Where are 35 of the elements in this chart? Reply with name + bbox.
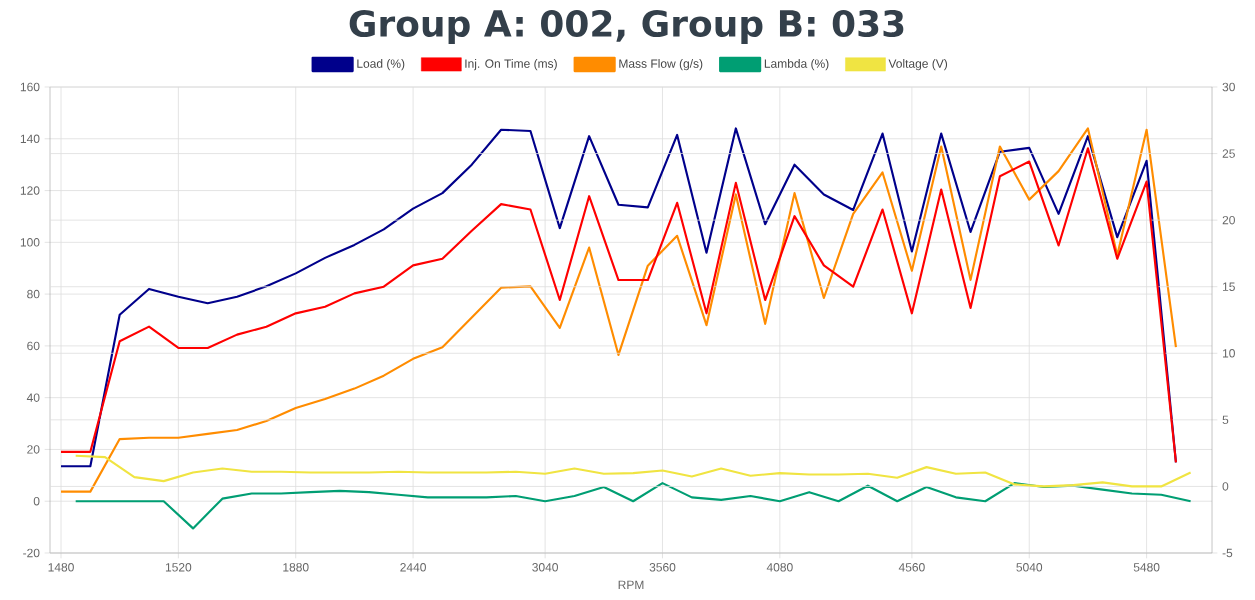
y-tick-label: 100 bbox=[20, 238, 40, 247]
legend-label: Lambda (%) bbox=[764, 59, 829, 71]
y-tick-label: 60 bbox=[27, 341, 40, 351]
y-tick-label: 120 bbox=[20, 186, 40, 195]
y2-tick-label: 5 bbox=[1222, 415, 1229, 425]
y2-tick-label: 15 bbox=[1222, 282, 1235, 291]
y-tick-label: 80 bbox=[27, 289, 40, 299]
legend-label: Mass Flow (g/s) bbox=[619, 59, 703, 71]
legend-label: Voltage (V) bbox=[888, 59, 948, 71]
x-tick-label: 4560 bbox=[898, 563, 925, 572]
x-tick-label: 5040 bbox=[1016, 563, 1043, 572]
y-tick-label: -20 bbox=[23, 548, 40, 558]
y2-tick-label: 30 bbox=[1222, 82, 1235, 92]
y-tick-label: 20 bbox=[27, 445, 40, 454]
y-tick-label: 40 bbox=[26, 393, 40, 402]
chart-title: Group A: 002, Group B: 033 bbox=[349, 9, 904, 45]
x-tick-label: 4080 bbox=[766, 563, 793, 572]
y-tick-label: 160 bbox=[20, 82, 40, 92]
y2-tick-label: 20 bbox=[1222, 215, 1235, 225]
x-tick-label: 1520 bbox=[165, 563, 192, 572]
y-tick-label: 0 bbox=[33, 496, 40, 506]
x-tick-label: 1880 bbox=[283, 563, 309, 572]
x-tick-label: 2440 bbox=[400, 563, 426, 572]
y2-tick-label: -5 bbox=[1222, 548, 1233, 558]
x-tick-label: 3040 bbox=[532, 563, 558, 572]
x-axis-title: RPM bbox=[618, 580, 644, 589]
x-tick-label: 5480 bbox=[1133, 563, 1160, 572]
x-tick-label: 1480 bbox=[48, 563, 74, 572]
y2-tick-label: 25 bbox=[1222, 149, 1235, 158]
y2-tick-label: 0 bbox=[1222, 482, 1229, 491]
legend-label: Inj. On Time (ms) bbox=[465, 59, 557, 71]
y-tick-label: 140 bbox=[20, 134, 40, 144]
x-tick-label: 3560 bbox=[649, 563, 676, 572]
legend-label: Load (%) bbox=[357, 59, 405, 71]
y2-tick-label: 10 bbox=[1222, 349, 1235, 358]
